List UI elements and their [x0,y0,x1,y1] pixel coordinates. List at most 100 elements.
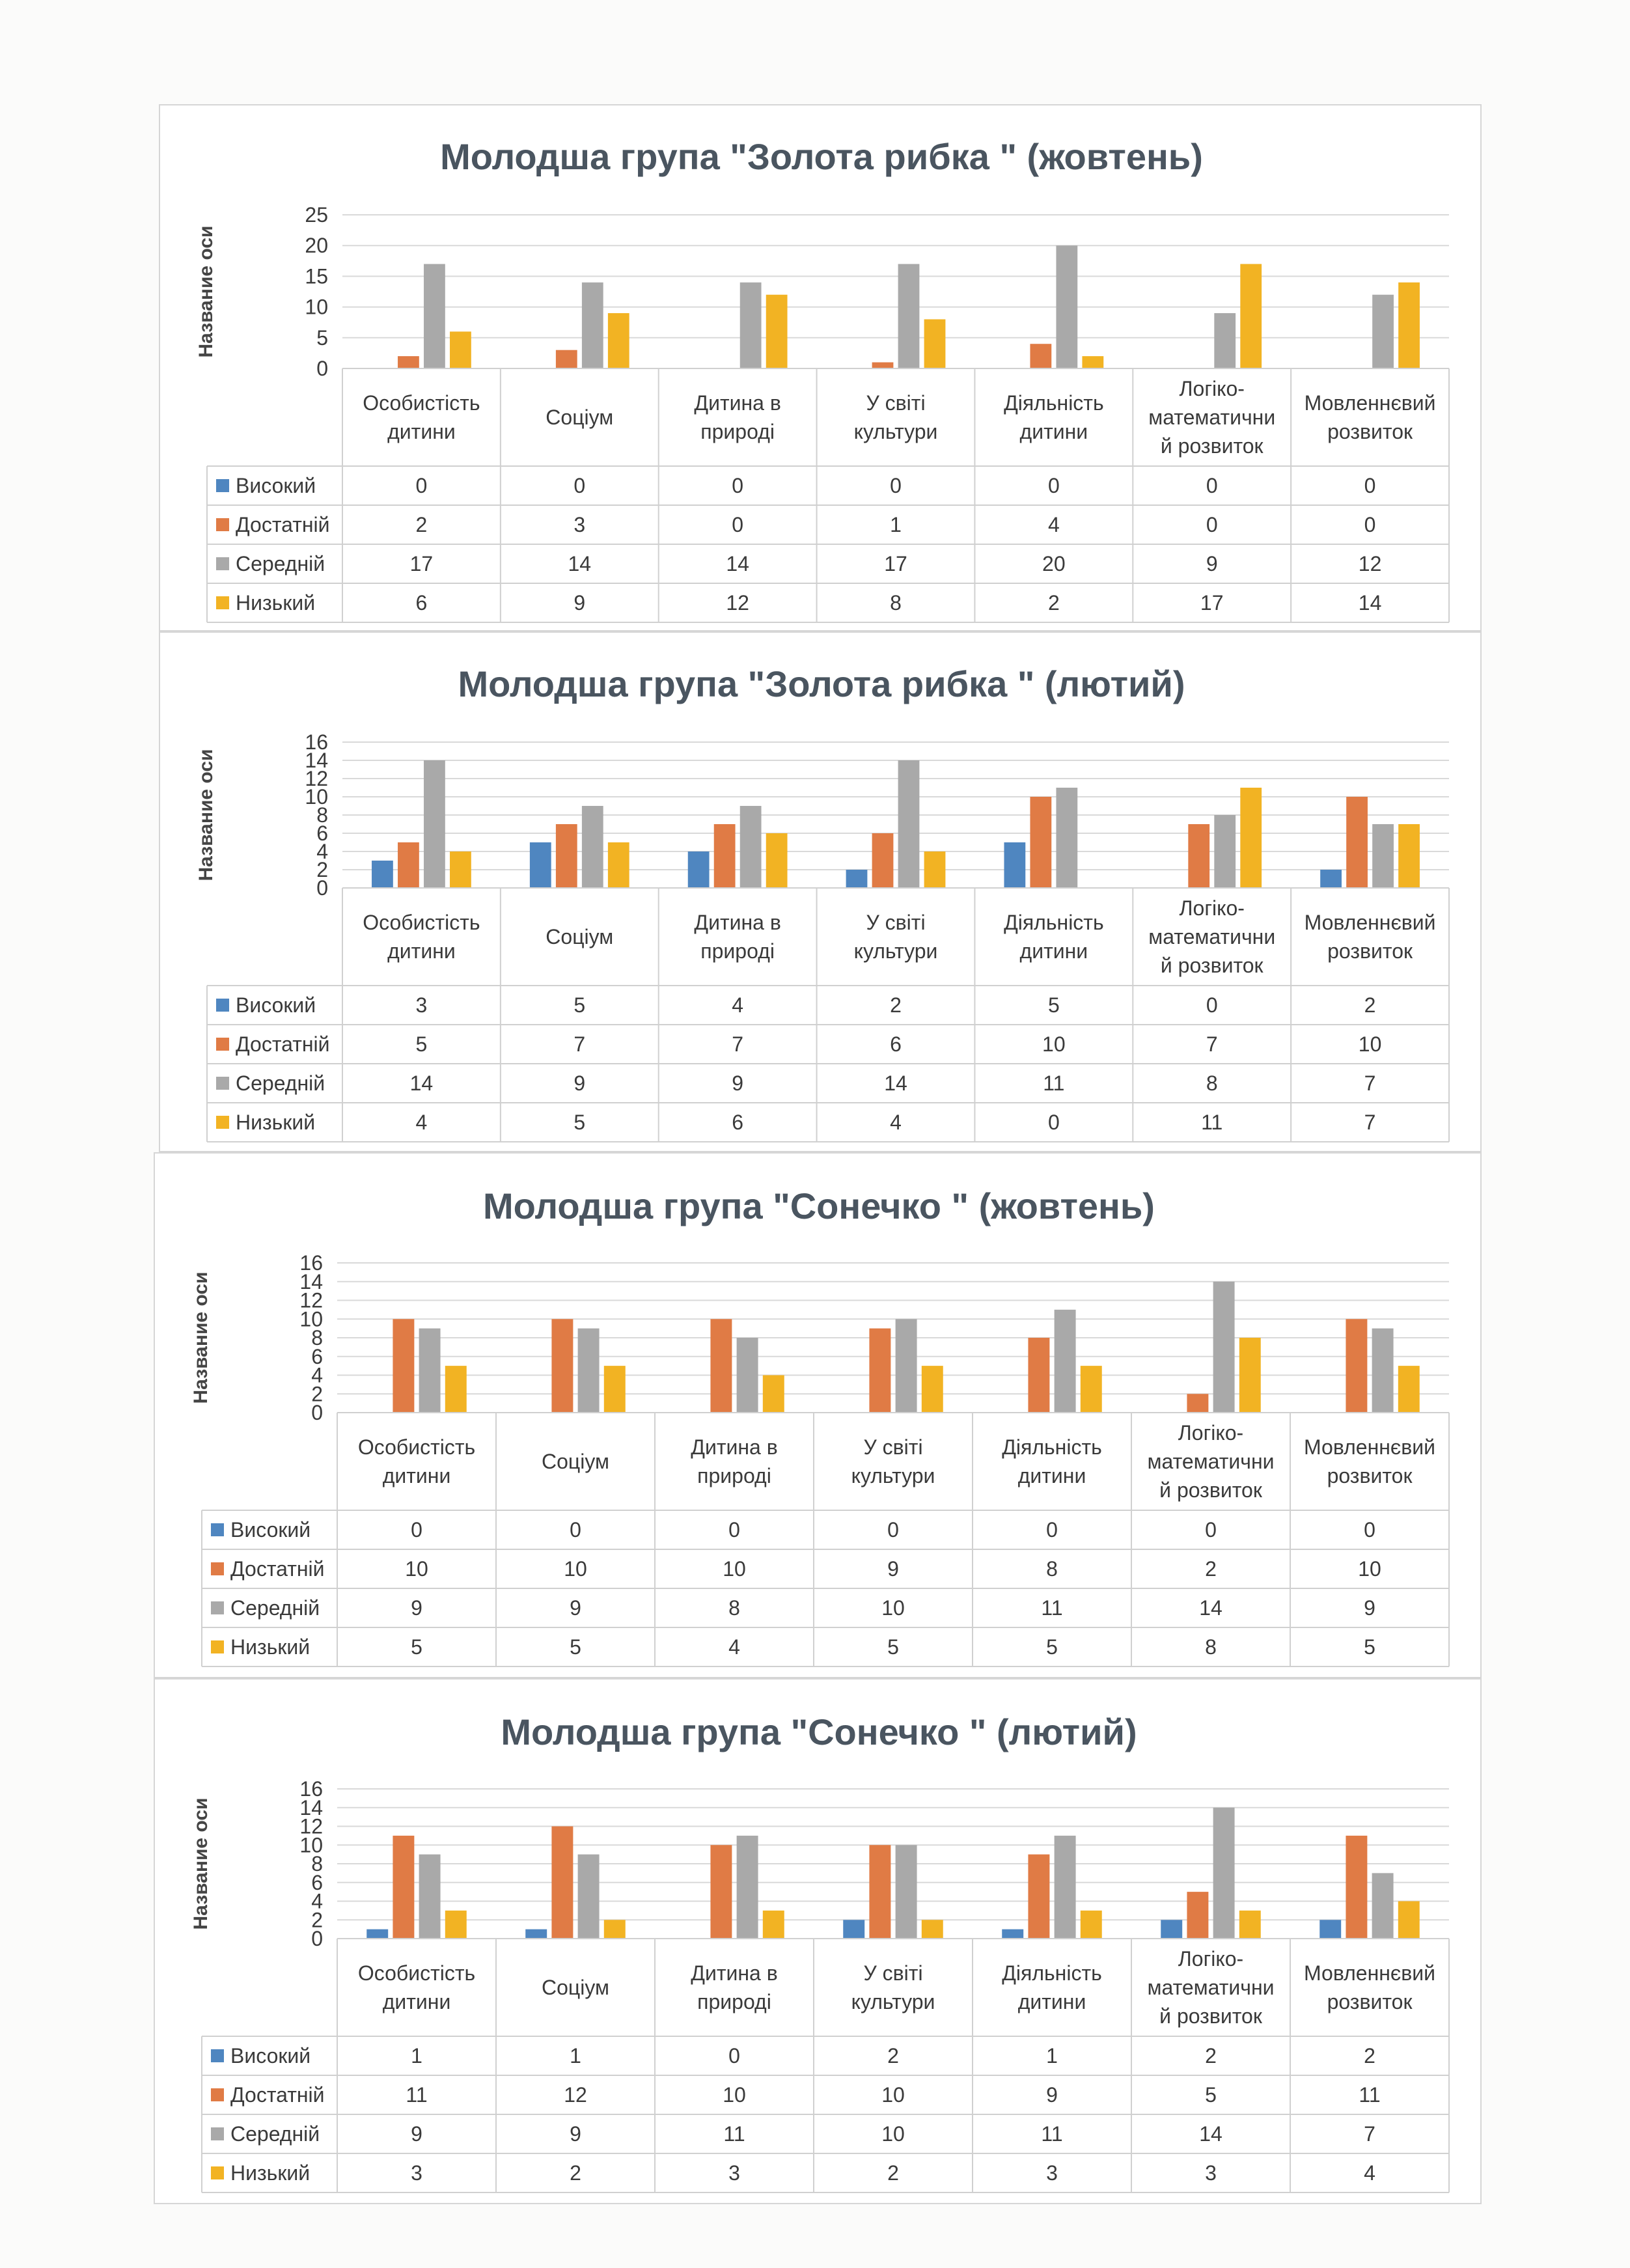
bar [869,1845,891,1939]
y-axis-label: Название оси [195,226,217,358]
table-cell-value: 2 [887,2044,899,2067]
bar [1213,1281,1235,1413]
table-cell-value: 7 [1206,1032,1218,1056]
bar [450,331,471,368]
table-cell-value: 7 [573,1032,585,1056]
x-category-label: У світі культури [854,391,938,443]
x-category-label: Соціум [542,1976,609,1999]
y-tick-label: 4 [311,1890,323,1913]
bar [843,1920,865,1939]
bar [687,851,710,888]
table-cell-value: 8 [728,1596,740,1620]
legend-swatch [216,1116,229,1129]
x-category-label: Особистість дитини [363,391,480,443]
chart-panel-4: Молодша група "Сонечко " (лютий) Название… [154,1678,1482,2204]
legend-swatch [211,1601,224,1614]
bar [1080,1910,1102,1939]
bar [603,1920,626,1939]
y-tick-label: 6 [311,1871,323,1894]
legend-label: Середній [230,1596,320,1620]
y-axis-label: Название оси [195,749,217,881]
bar [1028,1854,1050,1939]
x-category-label: Соціум [546,406,613,429]
bar [921,1920,943,1939]
bar [607,842,629,888]
bar [551,1826,573,1939]
bar [393,1835,415,1939]
table-cell-value: 6 [732,1111,743,1134]
legend-swatch [211,1523,224,1536]
legend-label: Середній [236,552,325,575]
table-cell-value: 1 [890,513,902,536]
y-tick-label: 10 [305,785,328,809]
legend-label: Достатній [236,1032,330,1056]
table-cell-value: 11 [1041,1596,1062,1620]
bar [762,1375,784,1413]
y-tick-label: 8 [311,1852,323,1875]
bar [869,1328,891,1413]
x-category-label: Логіко-математични й розвиток [1148,377,1275,458]
table-cell-value: 14 [410,1072,434,1095]
chart-title: Молодша група "Золота рибка " (жовтень) [440,136,1203,177]
legend-swatch [216,1077,229,1090]
bar [713,824,736,888]
x-category-label: Діяльність дитини [1004,911,1104,963]
table-cell-value: 0 [728,2044,740,2067]
legend-swatch [211,2127,224,2140]
y-axis-label: Название оси [190,1272,212,1404]
table-cell-value: 9 [887,1557,899,1581]
x-category-label: Мовленнєвий розвиток [1305,911,1436,963]
table-cell-value: 14 [1199,1596,1222,1620]
table-cell-value: 10 [1358,1557,1381,1581]
legend-swatch [216,518,229,531]
table-cell-value: 11 [1041,2122,1062,2146]
legend-label: Низький [230,2161,310,2185]
bar [1080,1366,1102,1413]
bar [551,1319,573,1413]
table-cell-value: 0 [416,474,428,497]
table-cell-value: 4 [1364,2161,1375,2185]
table-cell-value: 9 [411,1596,422,1620]
legend-label: Достатній [236,513,330,536]
table-cell-value: 14 [1359,591,1382,615]
table-cell-value: 10 [1359,1032,1382,1056]
legend-label: Низький [230,1635,310,1659]
legend-swatch [216,479,229,492]
y-tick-label: 16 [299,1777,323,1801]
bar [1213,1807,1235,1939]
bar [1346,797,1368,888]
bar [898,760,920,888]
bar [1028,1338,1050,1413]
table-cell-value: 3 [416,993,428,1017]
bar [736,1338,758,1413]
bar [1239,1910,1261,1939]
bar [1372,294,1394,368]
legend-label: Високий [236,993,316,1017]
table-cell-value: 0 [1364,474,1376,497]
x-category-label: Діяльність дитини [1002,1435,1102,1487]
bar [1372,1328,1394,1413]
y-tick-label: 10 [299,1833,323,1857]
table-cell-value: 5 [573,1111,585,1134]
table-cell-value: 11 [723,2122,745,2146]
table-cell-value: 2 [1205,1557,1217,1581]
table-cell-value: 0 [1206,513,1218,536]
legend-swatch [216,557,229,570]
y-tick-label: 8 [311,1326,323,1349]
y-tick-label: 2 [316,858,328,881]
x-category-label: Мовленнєвий розвиток [1304,1961,1435,2013]
bar [603,1366,626,1413]
table-cell-value: 0 [1048,474,1060,497]
bar [924,319,946,368]
bar [1002,1929,1024,1939]
table-cell-value: 9 [573,591,585,615]
bar [1187,1892,1209,1939]
table-cell-value: 9 [411,2122,422,2146]
x-category-label: Діяльність дитини [1004,391,1104,443]
y-tick-label: 0 [316,357,328,380]
bar [1398,1901,1420,1939]
table-cell-value: 20 [1042,552,1066,575]
legend-label: Середній [230,2122,320,2146]
table-cell-value: 14 [568,552,591,575]
bar [577,1328,600,1413]
